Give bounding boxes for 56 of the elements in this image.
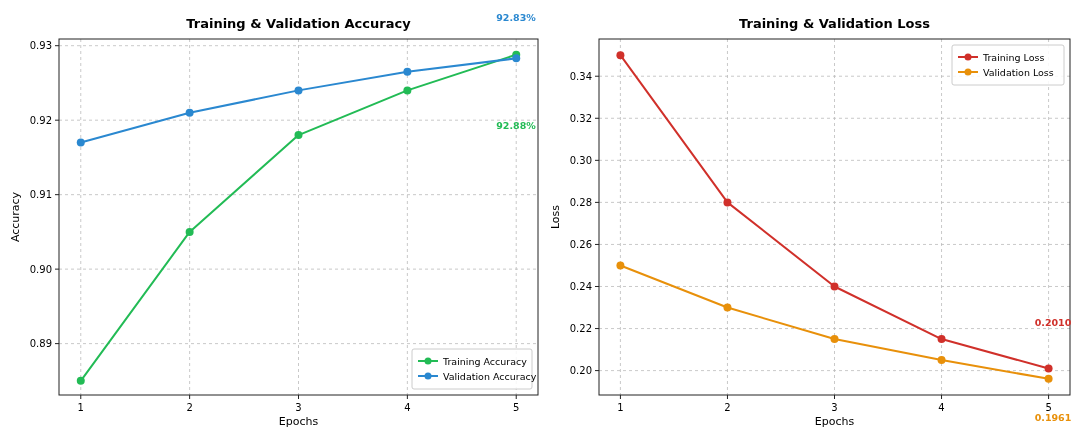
point (294, 86, 303, 95)
text: 0.1961 (1034, 412, 1072, 423)
legend-label: Training Loss (982, 51, 1045, 63)
y-tick-label: 0.20 (569, 365, 592, 377)
x-tick-label: 4 (938, 402, 945, 413)
point (403, 86, 412, 95)
chart-title: Training & Validation Accuracy (186, 16, 412, 31)
point (76, 138, 85, 147)
point (723, 198, 732, 207)
x-tick-label: 1 (617, 402, 624, 413)
chart-title: Training & Validation Loss (739, 16, 931, 31)
y-tick-label: 0.28 (569, 196, 592, 208)
y-axis-title: Accuracy (9, 191, 22, 243)
y-axis-title: Loss (549, 204, 562, 230)
point (616, 51, 625, 60)
point (937, 335, 946, 344)
point (185, 227, 194, 236)
point (185, 108, 194, 117)
x-tick-label: 1 (77, 402, 84, 413)
text: 92.83% (496, 12, 537, 23)
y-tick-label: 0.92 (29, 114, 52, 126)
point (294, 131, 303, 140)
point (403, 67, 412, 76)
y-tick-label: 0.32 (569, 112, 592, 124)
x-tick-label: 2 (724, 402, 731, 413)
y-tick-label: 0.34 (569, 70, 592, 82)
y-tick-label: 0.90 (29, 263, 52, 275)
y-tick-label: 0.30 (569, 154, 592, 166)
point (1044, 364, 1053, 373)
x-tick-label: 3 (831, 402, 838, 413)
x-tick-label: 5 (513, 402, 520, 413)
point (76, 376, 85, 385)
x-tick-label: 2 (186, 402, 193, 413)
point (616, 261, 625, 270)
y-tick-label: 0.22 (569, 323, 592, 335)
y-tick-label: 0.93 (29, 40, 52, 52)
y-tick-label: 0.89 (29, 338, 52, 350)
y-tick-label: 0.24 (569, 281, 592, 292)
y-tick-label: 0.91 (29, 189, 52, 201)
point (512, 54, 521, 63)
annotation: 92.88% (496, 120, 537, 131)
point (830, 335, 839, 344)
annotation: 0.2010 (1034, 317, 1072, 328)
x-tick-label: 3 (295, 402, 302, 413)
point (937, 356, 946, 365)
x-axis-title: Epochs (814, 415, 855, 427)
legend-label: Training Accuracy (442, 355, 528, 367)
point (723, 303, 732, 312)
x-axis-title: Epochs (278, 415, 319, 427)
point (1044, 374, 1053, 383)
legend-label: Validation Accuracy (443, 370, 537, 382)
y-tick-label: 0.26 (569, 238, 592, 250)
x-tick-label: 5 (1045, 402, 1052, 413)
point (830, 282, 839, 291)
x-tick-label: 4 (404, 402, 411, 413)
legend-label: Validation Loss (983, 66, 1054, 78)
